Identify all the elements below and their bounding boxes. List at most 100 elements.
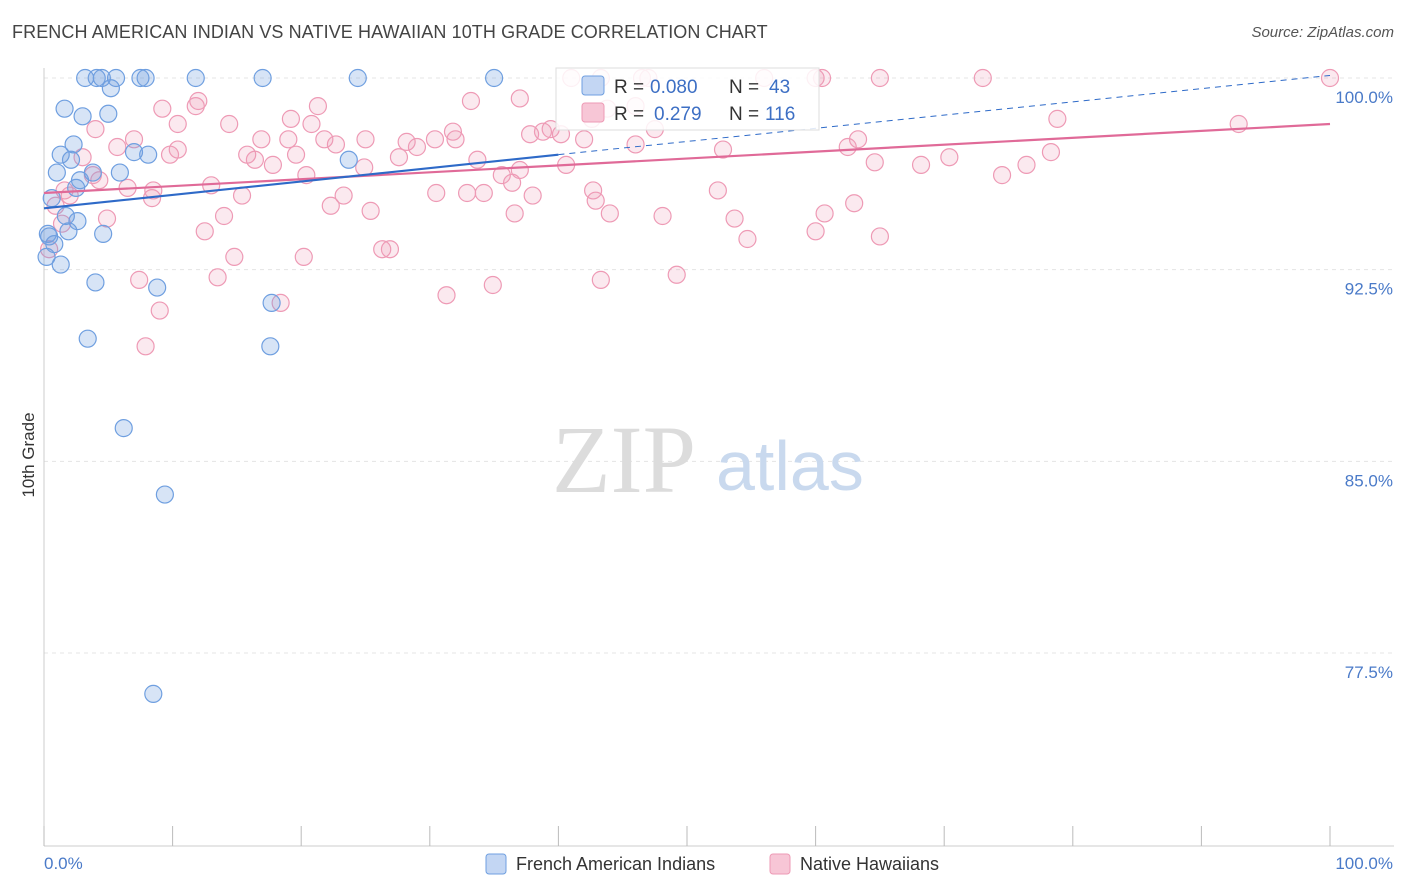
point-native-hawaiian-9 <box>1320 68 1340 88</box>
point-native-hawaiian-42 <box>407 137 427 157</box>
point-native-hawaiian-96 <box>195 222 214 241</box>
point-french-american-indian-32 <box>37 247 56 266</box>
point-native-hawaiian-109 <box>667 265 686 284</box>
point-native-hawaiian-11 <box>186 97 205 116</box>
point-native-hawaiian-108 <box>591 270 610 289</box>
point-native-hawaiian-15 <box>510 89 529 108</box>
gridlines <box>44 77 1394 654</box>
watermark-atlas: atlas <box>716 427 864 505</box>
point-native-hawaiian-53 <box>263 155 283 174</box>
point-french-american-indian-15 <box>124 143 144 162</box>
point-french-american-indian-26 <box>56 206 75 226</box>
point-french-american-indian-34 <box>86 273 105 292</box>
y-tick-labels: 100.0% 92.5% 85.0% 77.5% <box>1335 88 1393 682</box>
point-native-hawaiian-92 <box>653 206 672 226</box>
point-french-american-indian-40 <box>155 485 174 504</box>
point-native-hawaiian-44 <box>446 130 465 149</box>
point-native-hawaiian-88 <box>361 201 380 220</box>
point-native-hawaiian-36 <box>252 130 271 149</box>
watermark: ZIP atlas <box>552 406 864 513</box>
point-native-hawaiian-104 <box>130 270 149 289</box>
point-french-american-indian-3 <box>106 68 126 88</box>
point-native-hawaiian-75 <box>457 183 477 203</box>
point-french-american-indian-14 <box>64 135 83 154</box>
point-native-hawaiian-105 <box>208 268 227 287</box>
chart-title: FRENCH AMERICAN INDIAN VS NATIVE HAWAIIA… <box>12 22 768 42</box>
legend-n-label-2: N = <box>729 104 759 125</box>
point-native-hawaiian-52 <box>245 150 265 169</box>
y-tick-label-1: 92.5% <box>1345 280 1393 299</box>
point-french-american-indian-21 <box>110 163 129 182</box>
point-native-hawaiian-56 <box>389 148 409 167</box>
point-native-hawaiian-83 <box>97 209 117 228</box>
trend-line-native-hawaiians <box>43 122 1331 195</box>
point-native-hawaiian-112 <box>136 337 155 356</box>
point-french-american-indian-36 <box>262 293 281 312</box>
point-french-american-indian-1 <box>87 68 106 88</box>
x-tick-label-0: 0.0% <box>44 854 83 873</box>
point-french-american-indian-17 <box>51 145 70 164</box>
point-french-american-indian-9 <box>485 68 504 88</box>
legend-r-value-2: 0.279 <box>654 104 702 125</box>
legend-r-label-1: R = <box>614 77 644 98</box>
point-native-hawaiian-76 <box>474 183 493 203</box>
point-native-hawaiian-7 <box>870 68 890 88</box>
point-native-hawaiian-39 <box>326 135 346 154</box>
point-native-hawaiian-13 <box>308 97 328 116</box>
legend-swatch-blue <box>581 75 605 96</box>
point-french-american-indian-35 <box>148 278 167 297</box>
point-french-american-indian-38 <box>261 337 280 356</box>
series-legend-swatch-pink <box>769 853 791 875</box>
point-native-hawaiian-86 <box>321 196 340 215</box>
point-native-hawaiian-97 <box>225 247 244 266</box>
point-native-hawaiian-14 <box>461 91 481 111</box>
point-french-american-indian-33 <box>51 255 70 274</box>
point-native-hawaiian-18 <box>86 120 105 139</box>
point-native-hawaiian-62 <box>911 155 931 174</box>
point-native-hawaiian-37 <box>279 130 298 149</box>
point-native-hawaiian-38 <box>315 130 334 149</box>
point-native-hawaiian-46 <box>626 135 645 154</box>
point-french-american-indian-42 <box>38 224 57 243</box>
point-native-hawaiian-54 <box>286 145 306 164</box>
point-native-hawaiian-61 <box>865 153 884 172</box>
point-french-american-indian-4 <box>131 68 150 88</box>
point-french-american-indian-6 <box>186 68 205 88</box>
points-french-american-indians <box>37 68 504 703</box>
point-native-hawaiian-102 <box>806 222 825 241</box>
point-native-hawaiian-81 <box>992 166 1012 185</box>
point-native-hawaiian-90 <box>586 191 605 210</box>
series-legend-label-blue: French American Indians <box>516 854 715 874</box>
point-french-american-indian-37 <box>78 329 97 348</box>
legend-n-value-2: 116 <box>765 104 795 125</box>
point-native-hawaiian-107 <box>483 275 502 295</box>
point-french-american-indian-5 <box>136 68 155 88</box>
point-native-hawaiian-78 <box>523 186 542 205</box>
point-native-hawaiian-10 <box>153 99 172 118</box>
point-native-hawaiian-34 <box>124 130 144 149</box>
point-french-american-indian-7 <box>253 68 272 88</box>
series-legend: French American Indians Native Hawaiians <box>485 853 939 875</box>
point-native-hawaiian-94 <box>815 204 834 223</box>
point-french-american-indian-13 <box>99 104 118 123</box>
point-french-american-indian-19 <box>47 163 66 182</box>
point-native-hawaiian-99 <box>373 240 392 259</box>
legend-r-label-2: R = <box>614 104 644 125</box>
point-french-american-indian-39 <box>114 419 133 438</box>
point-native-hawaiian-77 <box>503 173 522 192</box>
point-native-hawaiian-22 <box>302 114 321 134</box>
point-native-hawaiian-72 <box>232 186 252 205</box>
point-native-hawaiian-101 <box>738 229 757 249</box>
point-french-american-indian-18 <box>61 150 81 169</box>
point-native-hawaiian-49 <box>73 148 92 167</box>
point-native-hawaiian-58 <box>492 166 511 185</box>
point-native-hawaiian-47 <box>713 140 733 159</box>
point-french-american-indian-2 <box>92 68 111 88</box>
point-native-hawaiian-74 <box>427 183 446 203</box>
point-native-hawaiian-91 <box>600 204 619 223</box>
y-tick-label-3: 77.5% <box>1345 663 1393 682</box>
legend-r-value-1: 0.080 <box>650 77 698 98</box>
point-native-hawaiian-21 <box>281 109 301 128</box>
point-french-american-indian-16 <box>139 145 158 164</box>
